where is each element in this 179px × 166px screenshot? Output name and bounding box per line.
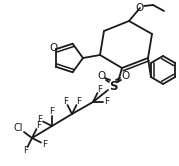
Text: F: F [36, 121, 41, 130]
Text: F: F [42, 140, 47, 149]
Text: Cl: Cl [13, 123, 23, 133]
Text: O: O [136, 3, 144, 13]
Text: F: F [49, 108, 55, 117]
Text: O: O [97, 71, 105, 81]
Text: F: F [104, 97, 110, 107]
Text: S: S [109, 80, 117, 92]
Text: F: F [23, 146, 28, 155]
Text: F: F [63, 97, 68, 106]
Text: F: F [37, 115, 42, 124]
Text: O: O [121, 71, 129, 81]
Text: O: O [50, 43, 58, 53]
Text: F: F [76, 97, 81, 106]
Text: F: F [97, 85, 102, 94]
